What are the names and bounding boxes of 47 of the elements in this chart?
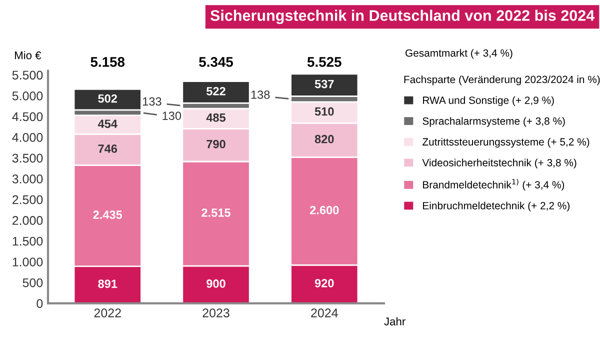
- chart-title: Sicherungstechnik in Deutschland von 2022 bis 2024: [210, 10, 595, 24]
- y-tick-label: 2.000: [12, 216, 43, 225]
- total-label: 5.525: [307, 57, 342, 67]
- x-tick-label: 2023: [202, 308, 230, 318]
- y-tick-label: 0: [36, 299, 43, 308]
- y-tick-label: 1.500: [12, 236, 43, 246]
- legend-label: Sprachalarmsysteme (+ 3,8 %): [422, 117, 565, 127]
- data-label: 820: [314, 134, 334, 144]
- data-label: 522: [206, 87, 226, 96]
- y-tick-label: 2.500: [12, 195, 43, 204]
- legend-label: Zutrittssteuerungssysteme (+ 5,2 %): [422, 138, 590, 148]
- x-tick-label: 2024: [311, 308, 338, 318]
- data-label: 746: [98, 144, 118, 153]
- data-label: 133: [143, 97, 162, 106]
- data-label: 502: [98, 94, 117, 103]
- data-label: 454: [98, 120, 118, 128]
- y-tick-label: 4.500: [12, 112, 43, 122]
- y-tick-label: 3.500: [12, 154, 43, 163]
- y-tick-label: 5.000: [12, 91, 43, 100]
- data-label: 2.515: [202, 208, 230, 217]
- total-label: 5.345: [199, 57, 233, 67]
- data-label: 537: [314, 80, 334, 88]
- y-tick-label: 1.000: [12, 258, 43, 266]
- legend-label: RWA und Sonstige (+ 2,9 %): [423, 96, 554, 106]
- x-axis-title: Jahr: [384, 317, 406, 326]
- x-tick-label: 2022: [94, 308, 121, 318]
- legend-title: Fachsparte (Veränderung 2023/2024 in %): [404, 75, 600, 86]
- legend-label: Einbruchmeldetechnik (+ 2,2 %): [423, 202, 570, 212]
- text: Gesamtmarkt (+ 3,4 %): [406, 49, 512, 59]
- y-tick-label: 3.000: [12, 174, 43, 184]
- legend-label: Brandmeldetechnik$^{1)}$ (+ 3,4 %): [423, 178, 564, 191]
- legend-label: Videosicherheitstechnik (+ 3,8 %): [422, 158, 576, 168]
- data-label: 790: [206, 140, 226, 148]
- data-label: 130: [162, 112, 182, 120]
- y-axis-title: Mio €: [15, 51, 42, 60]
- data-label: 900: [206, 279, 226, 288]
- y-tick-label: 4.000: [12, 133, 43, 142]
- data-label: 920: [314, 279, 334, 288]
- total-label: 5.158: [90, 57, 125, 67]
- y-tick-label: 500: [22, 278, 43, 288]
- data-label: 2.600: [310, 206, 339, 214]
- y-tick-label: 5.500: [12, 70, 43, 80]
- data-label: 510: [314, 107, 334, 116]
- data-label: 485: [206, 113, 226, 122]
- data-label: 138: [251, 90, 270, 99]
- data-label: 2.435: [93, 210, 122, 219]
- data-label: 891: [98, 280, 118, 288]
